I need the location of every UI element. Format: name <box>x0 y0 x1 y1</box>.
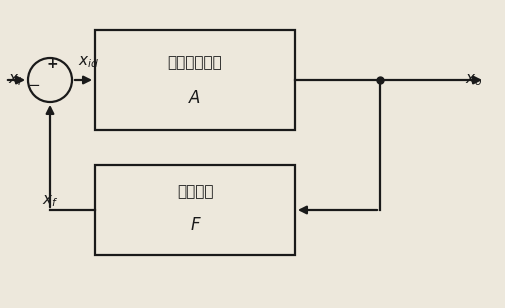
Text: 基本放大电路: 基本放大电路 <box>168 55 222 71</box>
Text: A: A <box>189 89 200 107</box>
Bar <box>95 165 295 255</box>
Bar <box>95 30 295 130</box>
Text: 反馈网络: 反馈网络 <box>177 184 213 200</box>
Text: +: + <box>46 57 58 71</box>
Text: −: − <box>28 78 40 92</box>
Text: F: F <box>190 216 200 234</box>
Text: $x_f$: $x_f$ <box>42 193 58 209</box>
Text: $x_{id}$: $x_{id}$ <box>78 54 99 70</box>
Text: $x_o$: $x_o$ <box>465 72 482 88</box>
Text: $x_i$: $x_i$ <box>8 72 22 88</box>
